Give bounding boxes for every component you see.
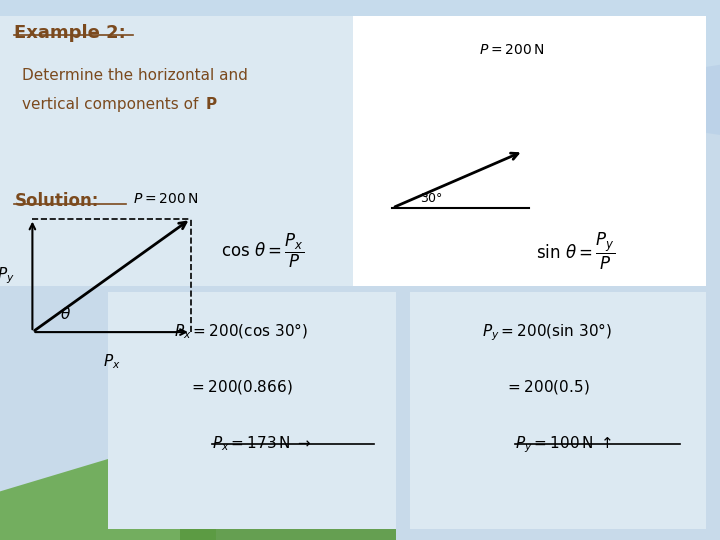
Text: Example 2:: Example 2:	[14, 24, 126, 42]
FancyBboxPatch shape	[353, 16, 706, 286]
Text: $P_x = 200(\cos\,30°)$: $P_x = 200(\cos\,30°)$	[174, 321, 308, 341]
Text: $= 200(0.5)$: $= 200(0.5)$	[505, 378, 590, 396]
Text: $\cos\,\theta = \dfrac{P_x}{P}$: $\cos\,\theta = \dfrac{P_x}{P}$	[221, 232, 305, 270]
Text: $30°$: $30°$	[420, 192, 443, 205]
Text: $= 200(0.866)$: $= 200(0.866)$	[189, 378, 293, 396]
Text: $P_y$: $P_y$	[0, 265, 14, 286]
FancyBboxPatch shape	[0, 16, 353, 286]
FancyBboxPatch shape	[410, 292, 706, 529]
Polygon shape	[0, 0, 720, 151]
Text: Determine the horizontal and: Determine the horizontal and	[22, 68, 248, 83]
Text: vertical components of: vertical components of	[22, 97, 203, 112]
Text: $P = 200\,\mathrm{N}$: $P = 200\,\mathrm{N}$	[133, 192, 198, 206]
Text: $\theta$: $\theta$	[60, 306, 71, 322]
Text: $P_x = 173\,\mathrm{N}\ \rightarrow$: $P_x = 173\,\mathrm{N}\ \rightarrow$	[212, 435, 312, 454]
Text: $P_x$: $P_x$	[103, 353, 120, 372]
Polygon shape	[180, 470, 396, 540]
Text: Solution:: Solution:	[14, 192, 99, 210]
Text: $\sin\,\theta = \dfrac{P_y}{P}$: $\sin\,\theta = \dfrac{P_y}{P}$	[536, 231, 616, 272]
Text: $P = 200\,\mathrm{N}$: $P = 200\,\mathrm{N}$	[479, 43, 544, 57]
Polygon shape	[0, 0, 720, 119]
Text: $P_y = 200(\sin\,30°)$: $P_y = 200(\sin\,30°)$	[482, 321, 612, 343]
FancyBboxPatch shape	[108, 292, 396, 529]
Polygon shape	[0, 459, 216, 540]
Text: $P_y = 100\,\mathrm{N}\ \uparrow$: $P_y = 100\,\mathrm{N}\ \uparrow$	[515, 435, 612, 455]
Text: P: P	[205, 97, 216, 112]
